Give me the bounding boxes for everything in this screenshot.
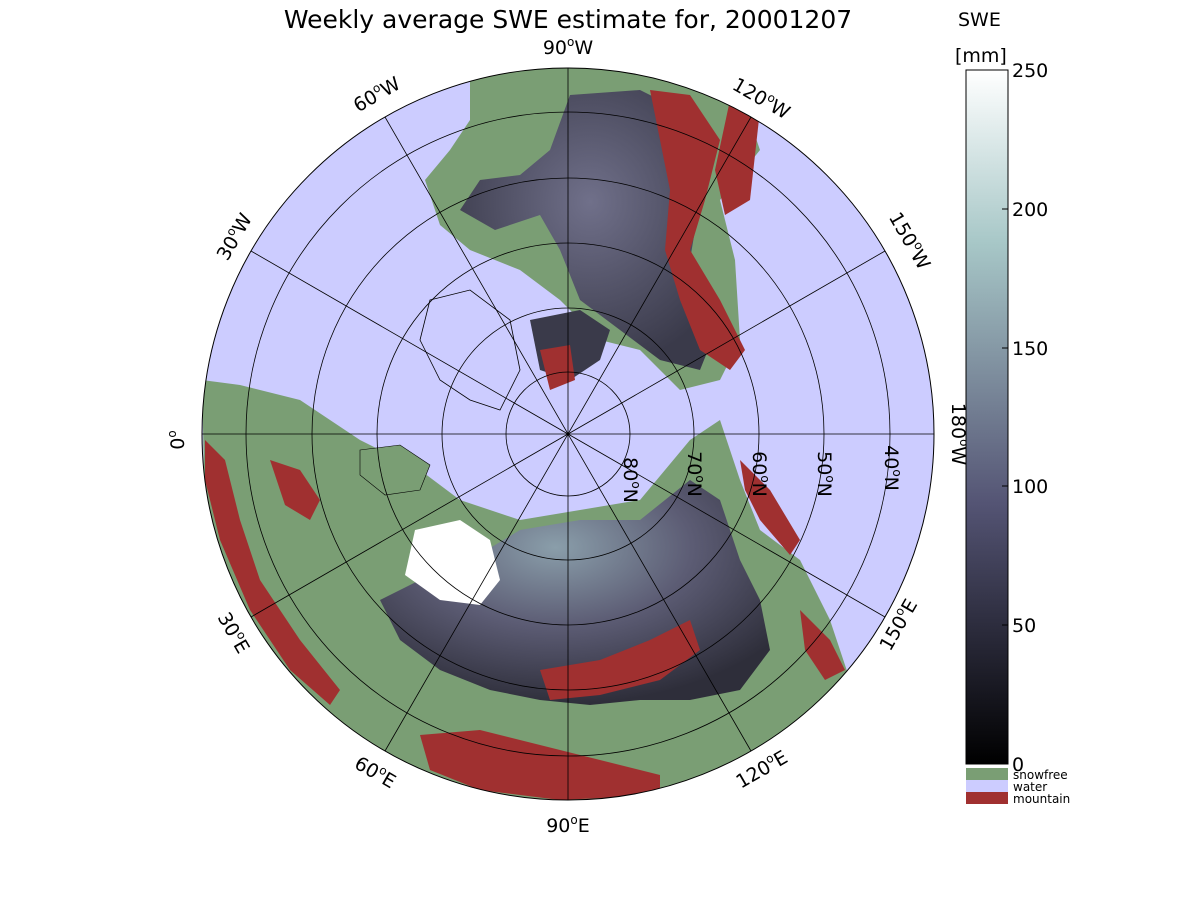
kamchatka-mountain [740,460,800,555]
lat-label-80n: 80oN [619,457,643,503]
japan-mountain [800,610,845,680]
colorbar-tick-0: 0 [1012,754,1024,776]
lon-label-90e: 90oE [546,813,590,837]
land-layer [202,68,850,800]
lat-label-40n: 40oN [880,445,904,491]
colorbar-gradient [965,69,1009,765]
legend-swatch-snowfree [966,768,1008,780]
legend-swatch-mountain [966,792,1008,804]
colorbar-tick-50: 50 [1012,615,1036,637]
svalbard-islands [359,444,431,496]
lat-label-50n: 50oN [813,451,837,497]
lat-label-70n: 70oN [683,451,707,497]
legend-label-water: water [1013,780,1047,794]
siberia-mountain [540,620,700,700]
scandinavia-mountain [270,460,320,520]
colorbar-label-unit: [mm] [955,45,1007,67]
lon-label-60e: 60oE [351,751,401,794]
meridian-150w-30e [250,250,886,618]
lon-label-60w: 60oW [349,71,405,117]
lon-label-0: 0o [165,430,189,449]
greenland-outline [419,289,521,411]
colorbar-ticks [1002,69,1008,765]
legend-swatch-water [966,780,1008,792]
archipelago-mountain [540,345,575,390]
north-america-snow [460,90,720,370]
legend-label-snowfree: snowfree [1013,768,1068,782]
colorbar-tick-150: 150 [1012,338,1048,360]
colorbar-tick-100: 100 [1012,476,1048,498]
eurasia-white-area [405,520,500,605]
latitude-labels: 80oN 70oN 60oN 50oN 40oN [619,445,904,503]
himalaya-mountain [420,730,660,800]
europe-mountain [205,440,340,705]
polar-map [201,67,935,801]
alaska-mountain [715,100,760,215]
colorbar-tick-250: 250 [1012,60,1048,82]
colorbar: SWE [mm] 0 50 100 150 200 250 snowfree w… [955,9,1070,806]
rockies-mountain [650,90,745,370]
colorbar-tick-200: 200 [1012,199,1048,221]
lon-label-180w: 180oW [947,403,971,466]
lat-label-60n: 60oN [748,451,772,497]
map-title: Weekly average SWE estimate for, 2000120… [284,5,852,34]
colorbar-label-swe: SWE [958,9,1001,31]
lon-label-90w: 90oW [543,35,594,59]
legend-label-mountain: mountain [1013,792,1070,806]
map-boundary [201,67,935,801]
graticule [202,68,934,800]
lon-label-30e: 30oE [213,608,256,658]
